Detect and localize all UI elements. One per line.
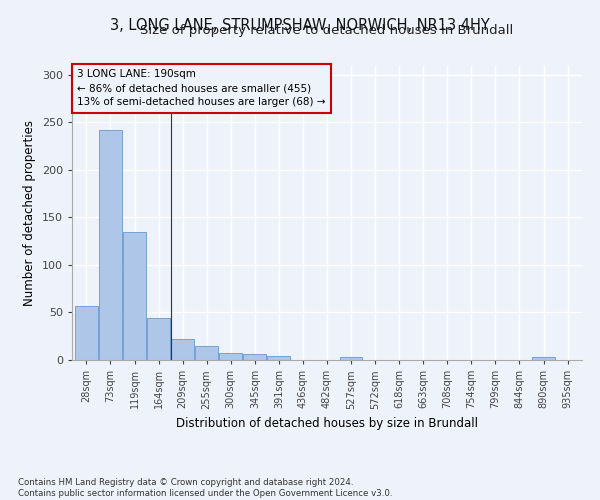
Bar	[532, 357, 555, 360]
Bar	[75, 306, 98, 360]
Text: Contains HM Land Registry data © Crown copyright and database right 2024.
Contai: Contains HM Land Registry data © Crown c…	[18, 478, 392, 498]
Y-axis label: Number of detached properties: Number of detached properties	[23, 120, 36, 306]
Bar	[195, 346, 218, 360]
Bar	[220, 354, 242, 360]
Bar	[340, 357, 362, 360]
Text: 3, LONG LANE, STRUMPSHAW, NORWICH, NR13 4HY: 3, LONG LANE, STRUMPSHAW, NORWICH, NR13 …	[110, 18, 490, 32]
X-axis label: Distribution of detached houses by size in Brundall: Distribution of detached houses by size …	[176, 417, 478, 430]
Bar	[147, 318, 170, 360]
Bar	[123, 232, 146, 360]
Text: 3 LONG LANE: 190sqm
← 86% of detached houses are smaller (455)
13% of semi-detac: 3 LONG LANE: 190sqm ← 86% of detached ho…	[77, 70, 326, 108]
Bar	[171, 339, 194, 360]
Bar	[268, 356, 290, 360]
Bar	[244, 354, 266, 360]
Bar	[99, 130, 122, 360]
Title: Size of property relative to detached houses in Brundall: Size of property relative to detached ho…	[140, 24, 514, 38]
